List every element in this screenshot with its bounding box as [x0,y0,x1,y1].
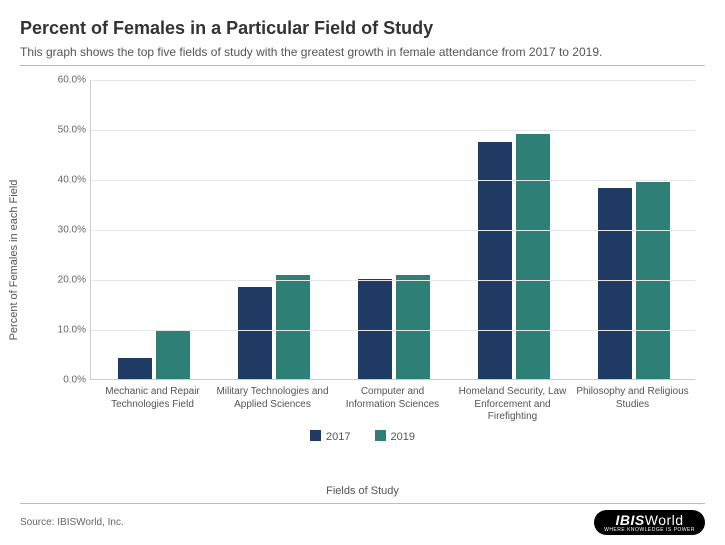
x-tick-label: Philosophy and Religious Studies [576,386,690,411]
gridline [91,280,695,281]
y-tick-label: 0.0% [48,375,86,386]
x-tick-label: Mechanic and Repair Technologies Field [96,386,210,411]
gridline [91,180,695,181]
legend: 2017 2019 [20,430,705,443]
bar [238,287,272,380]
bar [516,134,550,379]
gridline [91,80,695,81]
source-text: Source: IBISWorld, Inc. [20,517,124,528]
chart-title: Percent of Females in a Particular Field… [20,18,705,39]
plot-area [90,80,695,380]
gridline [91,330,695,331]
divider [20,65,705,66]
chart-area: Percent of Females in each Field 0.0%10.… [20,70,705,450]
x-axis-label: Fields of Study [0,485,725,497]
y-tick-label: 60.0% [48,75,86,86]
y-tick-label: 20.0% [48,275,86,286]
y-tick-label: 30.0% [48,225,86,236]
x-tick-label: Military Technologies and Applied Scienc… [216,386,330,411]
bar [358,279,392,379]
footer: Source: IBISWorld, Inc. IBISWorld WHERE … [20,503,705,535]
legend-label: 2017 [326,431,350,443]
legend-label: 2019 [391,431,415,443]
gridline [91,130,695,131]
chart-subtitle: This graph shows the top five fields of … [20,45,705,59]
legend-swatch [310,430,321,441]
bar [276,275,310,379]
logo-main-text: IBIS [616,512,645,528]
legend-item: 2017 [310,430,350,443]
bar [118,358,152,380]
y-tick-label: 40.0% [48,175,86,186]
logo-tagline: WHERE KNOWLEDGE IS POWER [604,528,695,533]
bar [156,331,190,380]
bar [396,275,430,379]
y-tick-label: 10.0% [48,325,86,336]
x-tick-label: Computer and Information Sciences [336,386,450,411]
x-tick-label: Homeland Security, Law Enforcement and F… [456,386,570,424]
legend-item: 2019 [375,430,415,443]
logo-sub-text: World [645,512,684,528]
bar [478,142,512,380]
y-tick-label: 50.0% [48,125,86,136]
bar [598,188,632,379]
ibisworld-logo: IBISWorld WHERE KNOWLEDGE IS POWER [594,510,705,535]
gridline [91,230,695,231]
legend-swatch [375,430,386,441]
y-axis-label: Percent of Females in each Field [8,180,20,341]
